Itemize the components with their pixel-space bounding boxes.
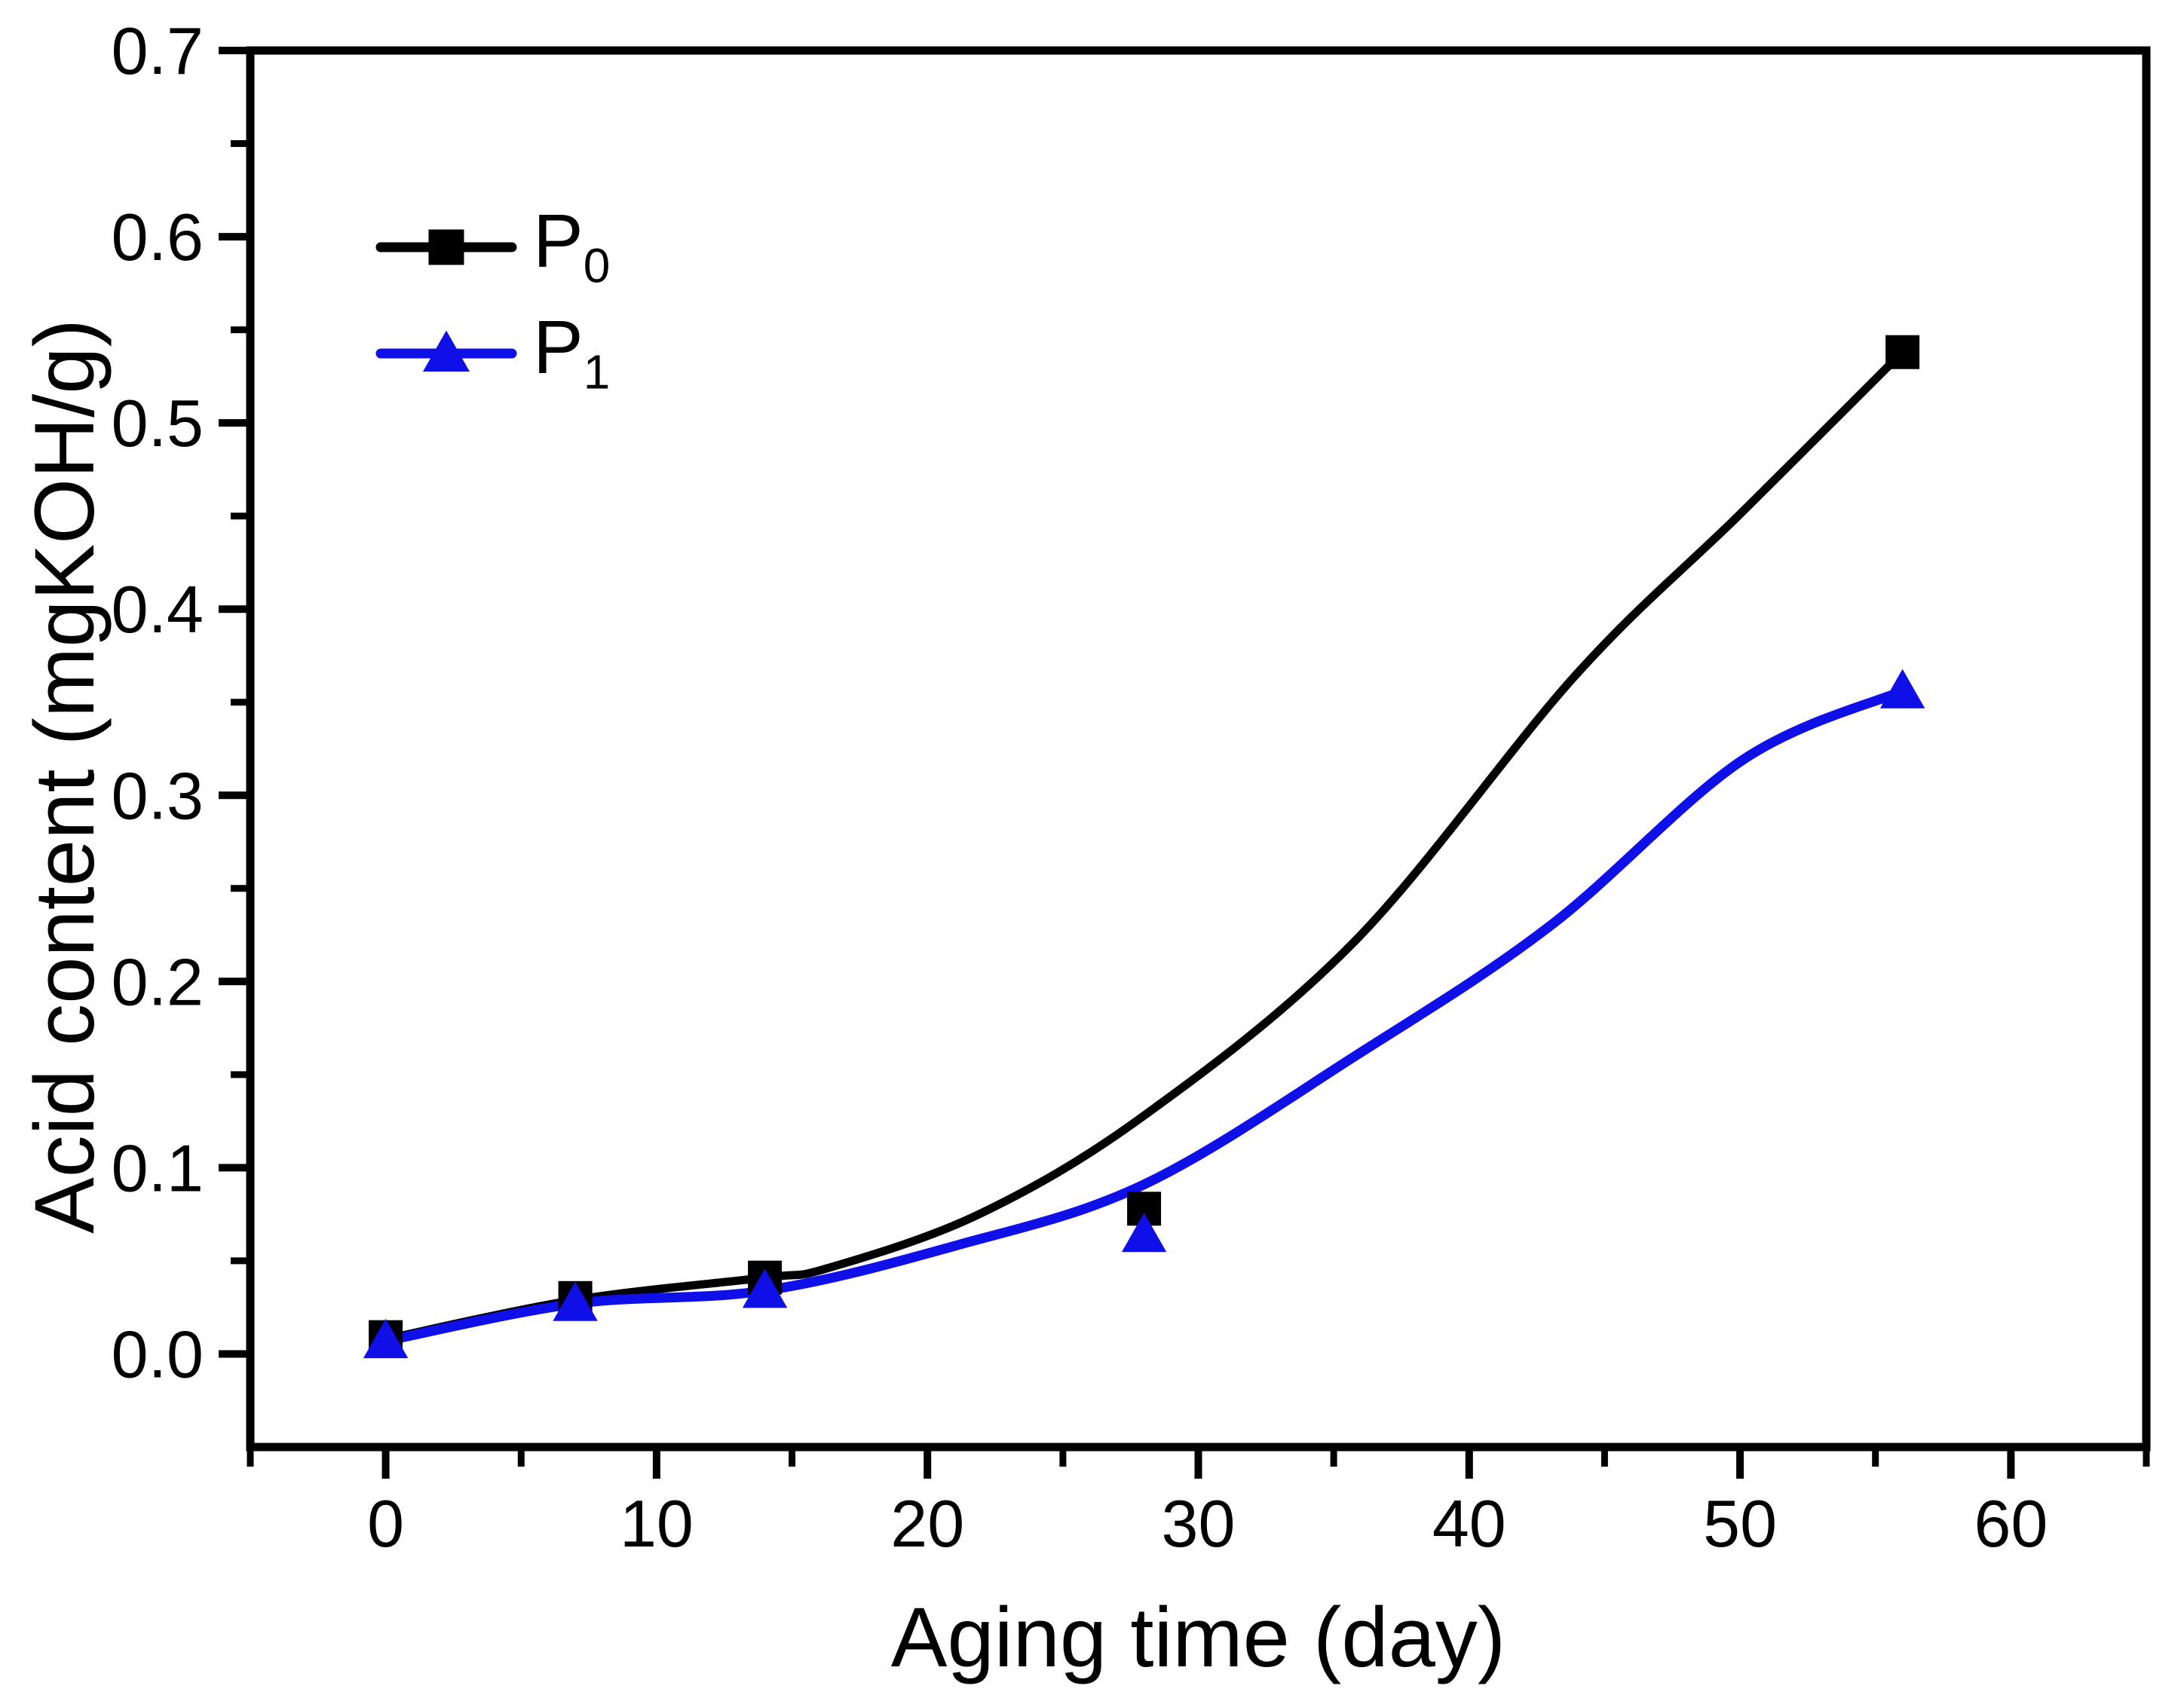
x-tick-label: 40 — [1432, 1486, 1506, 1561]
x-tick-label: 0 — [367, 1486, 404, 1561]
series-p1-marker — [1121, 1213, 1167, 1253]
y-tick-label: 0.6 — [112, 200, 204, 274]
x-axis-title: Aging time (day) — [890, 1590, 1506, 1684]
y-axis-title: Acid content (mgKOH/g) — [17, 319, 112, 1234]
x-tick-label: 30 — [1162, 1486, 1236, 1561]
y-tick-label: 0.5 — [112, 386, 204, 460]
legend-label-p1-sub: 1 — [583, 344, 611, 399]
axis-tick-labels: 0 10 20 30 40 50 600.00.10.20.30.40.50.60.7 — [112, 14, 2048, 1561]
y-tick-label: 0.7 — [112, 14, 204, 88]
series-p1-line — [381, 686, 1908, 1346]
legend-swatch-p0 — [375, 229, 517, 265]
x-tick-label: 50 — [1703, 1486, 1777, 1561]
x-tick-label: 60 — [1974, 1486, 2048, 1561]
series-p1-marker — [742, 1268, 788, 1308]
legend-label-p1-base: P — [533, 305, 584, 390]
legend-label-p0-base: P — [533, 199, 584, 284]
legend-entry-p1: P1 — [375, 300, 610, 406]
x-tick-label: 10 — [620, 1486, 694, 1561]
series-curves — [381, 347, 1908, 1346]
series-p0-marker — [1885, 335, 1920, 369]
series-p1-marker — [1879, 668, 1925, 708]
y-tick-label: 0.4 — [112, 572, 204, 647]
y-tick-label: 0.2 — [112, 944, 204, 1019]
legend-entry-p0: P0 — [375, 194, 610, 300]
y-tick-label: 0.0 — [112, 1317, 204, 1392]
legend: P0 P1 — [375, 194, 610, 406]
legend-marker-p0 — [428, 229, 464, 265]
legend-swatch-p1 — [375, 330, 517, 372]
series-p1-marker — [363, 1318, 409, 1359]
y-tick-label: 0.3 — [112, 758, 204, 833]
y-tick-label: 0.1 — [112, 1130, 204, 1205]
legend-marker-p1 — [423, 330, 470, 372]
axis-ticks — [219, 47, 2150, 1479]
series-p0-line — [381, 347, 1907, 1344]
legend-label-p1: P1 — [518, 310, 610, 396]
series-p1-marker — [553, 1281, 598, 1321]
legend-label-p0: P0 — [518, 203, 610, 289]
x-tick-label: 20 — [890, 1486, 964, 1561]
legend-label-p0-sub: 0 — [583, 238, 611, 293]
series-markers — [363, 335, 1925, 1359]
